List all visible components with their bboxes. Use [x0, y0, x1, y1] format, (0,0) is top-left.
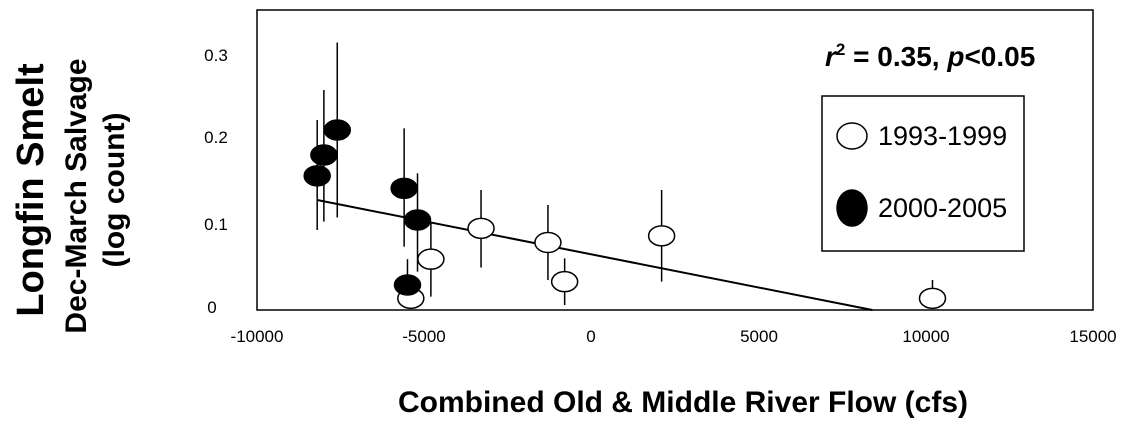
point-2000-2005-0 [303, 165, 331, 187]
y-axis-title-line2: (log count) [98, 113, 131, 268]
point-2000-2005-4 [403, 209, 432, 231]
x-tick-label-0: -10000 [231, 327, 284, 346]
point-2000-2005-5 [393, 274, 422, 296]
r-exponent: 2 [836, 40, 845, 59]
legend-label-1993-1999: 1993-1999 [878, 121, 1007, 151]
y-tick-label-1: 0.1 [204, 215, 228, 234]
x-tick-label-1: -5000 [402, 327, 445, 346]
point-1993-1999-2 [467, 217, 495, 240]
point-2000-2005-2 [323, 119, 352, 141]
plot-area [256, 9, 1094, 311]
point-1993-1999-1 [417, 248, 445, 270]
y-tick-label-0: 0 [207, 298, 216, 317]
x-tick-label-3: 5000 [740, 327, 778, 346]
y-tick-label-2: 0.2 [204, 128, 228, 147]
legend-box [821, 95, 1025, 252]
x-axis-title: Combined Old & Middle River Flow (cfs) [398, 386, 968, 419]
point-2000-2005-3 [390, 177, 418, 200]
p-value: <0.05 [964, 41, 1035, 72]
r-symbol: r [825, 41, 838, 72]
x-tick-label-5: 15000 [1069, 327, 1116, 346]
point-2000-2005-1 [310, 144, 338, 166]
marks-layer [303, 42, 947, 311]
y-axis-title-line1: Dec-March Salvage [60, 58, 93, 333]
point-1993-1999-6 [918, 287, 947, 310]
r-value: = 0.35, [845, 41, 947, 72]
point-1993-1999-5 [647, 225, 676, 247]
p-symbol: p [946, 41, 964, 72]
legend-label-2000-2005: 2000-2005 [878, 193, 1007, 223]
point-1993-1999-4 [550, 270, 579, 293]
point-1993-1999-3 [534, 231, 562, 254]
x-tick-label-4: 10000 [902, 327, 949, 346]
legend-marker-open [836, 122, 868, 150]
x-tick-label-2: 0 [586, 327, 595, 346]
species-label: Longfin Smelt [10, 63, 52, 317]
stats-annotation: r2 = 0.35, p<0.05 [825, 40, 1035, 72]
legend-marker-filled [836, 189, 868, 227]
y-tick-label-3: 0.3 [204, 46, 228, 65]
